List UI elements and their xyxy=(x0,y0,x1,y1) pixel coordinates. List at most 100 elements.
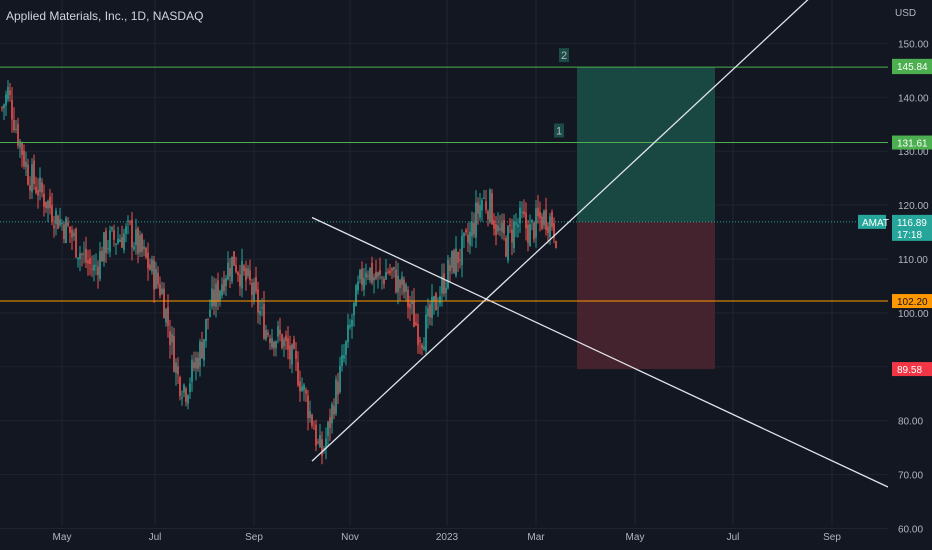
candle-body xyxy=(365,272,367,278)
y-tick-label: 70.00 xyxy=(898,471,923,482)
candle-body xyxy=(315,424,317,446)
candle-body xyxy=(7,86,9,99)
candle-body xyxy=(479,205,481,218)
position-profit-zone xyxy=(577,67,715,222)
candle-body xyxy=(269,338,271,344)
candle-body xyxy=(225,278,227,287)
level-marker-box xyxy=(554,123,564,138)
candle-body xyxy=(481,200,483,211)
candle-body xyxy=(413,301,415,327)
candle-body xyxy=(239,274,241,287)
candle-body xyxy=(285,335,287,342)
trend-line xyxy=(311,0,809,462)
candle-body xyxy=(349,325,351,328)
candle-body xyxy=(183,384,185,393)
candle-body xyxy=(463,232,465,237)
candle-body xyxy=(167,307,169,326)
candle-body xyxy=(469,231,471,246)
candle-body xyxy=(33,160,35,184)
candle-body xyxy=(555,241,557,248)
candle-body xyxy=(213,289,215,306)
candle-body xyxy=(261,307,263,309)
candle-body xyxy=(241,260,243,289)
candle-body xyxy=(25,161,27,168)
price-tag: 145.84 xyxy=(897,62,928,73)
candle-body xyxy=(507,226,509,261)
candle-body xyxy=(411,301,413,305)
candle-body xyxy=(199,341,201,367)
candle-body xyxy=(151,259,153,272)
candle-body xyxy=(89,258,91,265)
candle-body xyxy=(201,342,203,359)
candle-body xyxy=(179,377,181,397)
candle-body xyxy=(119,239,121,242)
candle-body xyxy=(409,303,411,309)
candle-body xyxy=(215,283,217,307)
y-tick-label: 130.00 xyxy=(898,147,929,158)
candle-body xyxy=(387,271,389,273)
candle-body xyxy=(35,186,37,193)
candle-body xyxy=(545,209,547,230)
candle-body xyxy=(291,344,293,365)
candle-body xyxy=(415,322,417,325)
candle-body xyxy=(547,226,549,234)
level-marker-box xyxy=(559,48,569,63)
candle-body xyxy=(67,222,69,226)
candle-body xyxy=(319,435,321,448)
candle-body xyxy=(515,222,517,225)
candle-body xyxy=(23,150,25,167)
candle-body xyxy=(135,229,137,246)
candle-body xyxy=(511,229,513,243)
candle-body xyxy=(57,215,59,229)
candle-body xyxy=(327,421,329,437)
candle-body xyxy=(245,268,247,281)
candle-body xyxy=(271,338,273,348)
x-tick-label: Sep xyxy=(245,532,263,543)
candle-body xyxy=(477,202,479,214)
candle-body xyxy=(309,410,311,419)
candle-body xyxy=(457,251,459,263)
candle-body xyxy=(99,251,101,280)
candle-body xyxy=(449,265,451,272)
candle-body xyxy=(473,223,475,235)
x-tick-label: Sep xyxy=(823,532,841,543)
x-tick-label: Jul xyxy=(149,532,162,543)
candle-body xyxy=(55,210,57,225)
candle-body xyxy=(97,266,99,276)
candle-body xyxy=(131,219,133,248)
candle-body xyxy=(75,228,77,258)
candle-body xyxy=(3,104,5,109)
candle-body xyxy=(273,341,275,349)
candle-body xyxy=(487,211,489,220)
candle-body xyxy=(371,262,373,283)
currency-label: USD xyxy=(895,8,917,19)
candle-body xyxy=(525,212,527,229)
candle-body xyxy=(391,268,393,271)
candle-body xyxy=(465,229,467,233)
candle-body xyxy=(127,220,129,222)
candle-body xyxy=(403,279,405,293)
candle-body xyxy=(73,232,75,236)
candle-body xyxy=(163,288,165,319)
candle-body xyxy=(31,164,33,193)
candle-body xyxy=(537,207,539,217)
candle-body xyxy=(101,250,103,262)
candle-body xyxy=(185,388,187,402)
candle-body xyxy=(333,405,335,415)
candle-body xyxy=(299,381,301,392)
last-price-box xyxy=(892,214,932,241)
candle-body xyxy=(49,196,51,209)
candle-body xyxy=(519,207,521,224)
candle-body xyxy=(275,341,277,349)
candle-body xyxy=(181,397,183,399)
candle-body xyxy=(539,211,541,219)
candle-body xyxy=(231,256,233,282)
candle-body xyxy=(173,336,175,372)
price-tag: 89.58 xyxy=(897,365,922,376)
countdown-label: 17:18 xyxy=(897,230,922,241)
level-price-tag: 102.20 xyxy=(897,297,928,308)
candle-body xyxy=(303,384,305,391)
candle-body xyxy=(307,395,309,419)
